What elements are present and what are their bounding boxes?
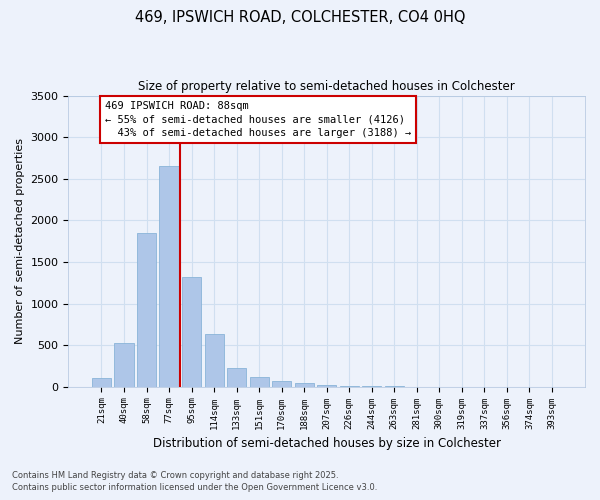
X-axis label: Distribution of semi-detached houses by size in Colchester: Distribution of semi-detached houses by …	[153, 437, 501, 450]
Text: 469, IPSWICH ROAD, COLCHESTER, CO4 0HQ: 469, IPSWICH ROAD, COLCHESTER, CO4 0HQ	[135, 10, 465, 25]
Bar	[92, 378, 111, 386]
Text: 469 IPSWICH ROAD: 88sqm
← 55% of semi-detached houses are smaller (4126)
  43% o: 469 IPSWICH ROAD: 88sqm ← 55% of semi-de…	[105, 102, 411, 138]
Bar	[295, 384, 314, 386]
Bar	[317, 385, 336, 386]
Y-axis label: Number of semi-detached properties: Number of semi-detached properties	[15, 138, 25, 344]
Text: Contains HM Land Registry data © Crown copyright and database right 2025.
Contai: Contains HM Land Registry data © Crown c…	[12, 471, 377, 492]
Bar	[205, 334, 224, 386]
Bar	[227, 368, 246, 386]
Title: Size of property relative to semi-detached houses in Colchester: Size of property relative to semi-detach…	[139, 80, 515, 93]
Bar	[250, 376, 269, 386]
Bar	[160, 166, 179, 386]
Bar	[182, 277, 201, 386]
Bar	[272, 381, 291, 386]
Bar	[115, 342, 134, 386]
Bar	[137, 233, 156, 386]
